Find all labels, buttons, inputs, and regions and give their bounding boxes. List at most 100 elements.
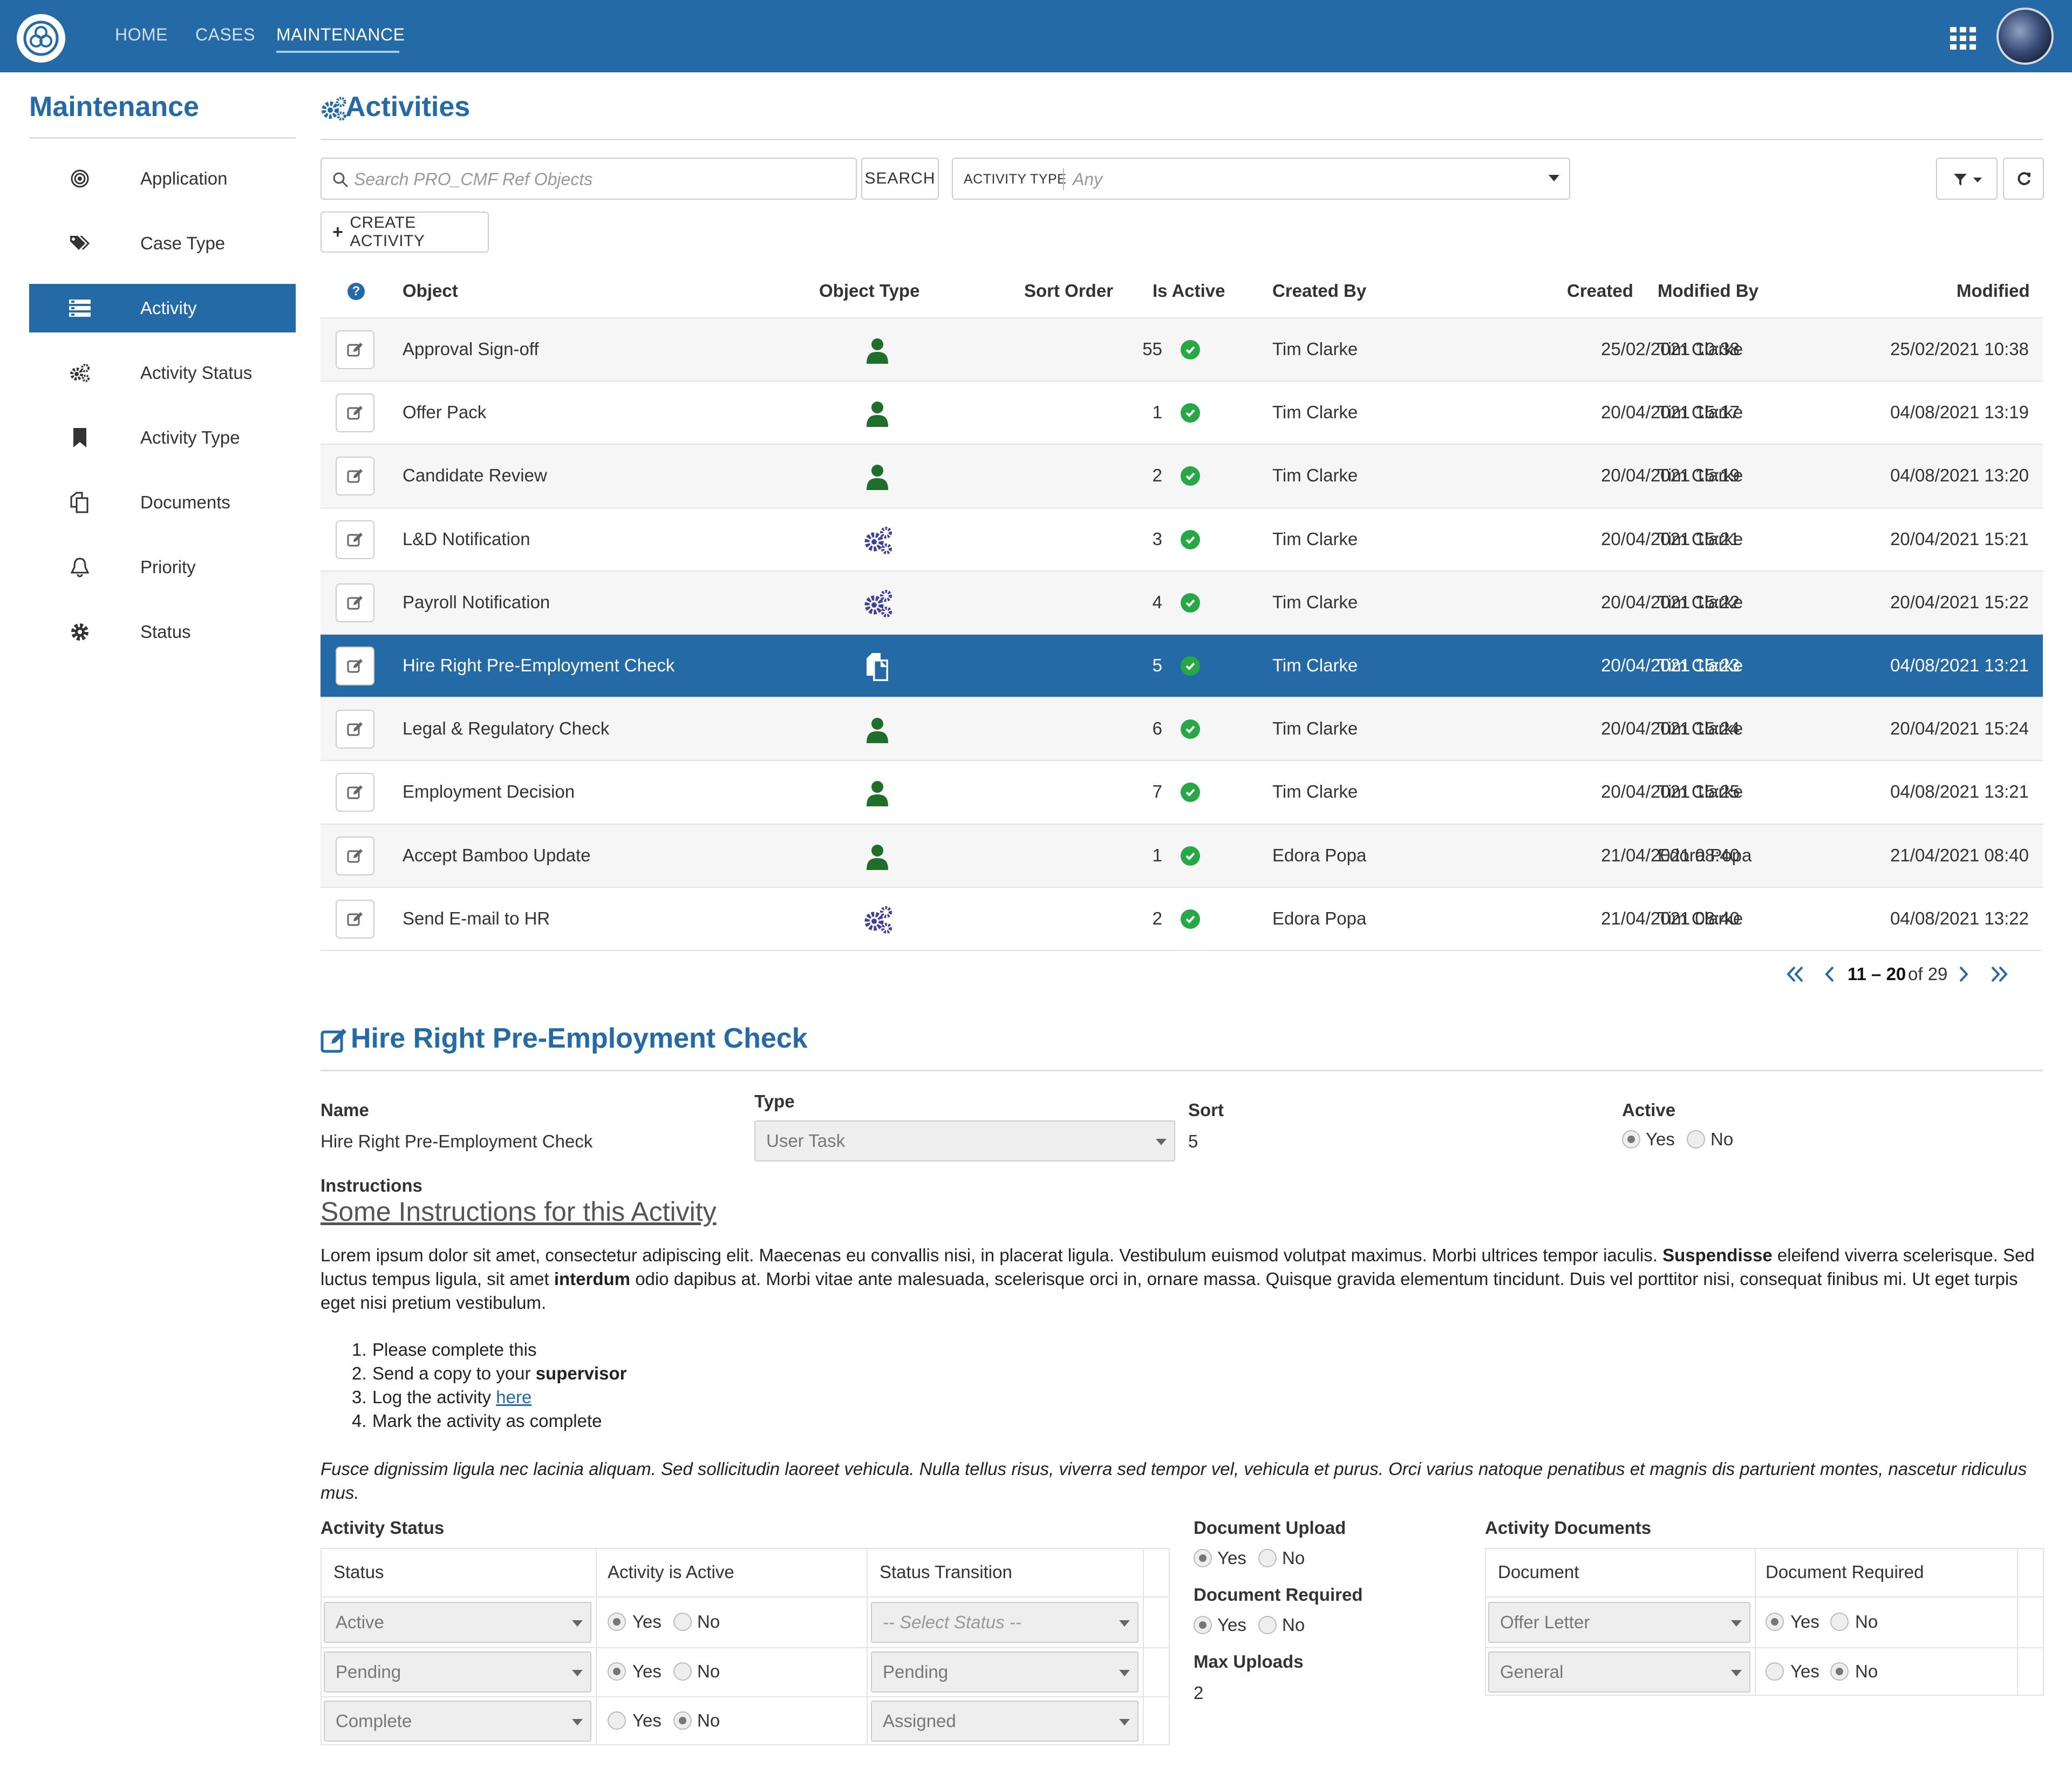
last-page-icon[interactable]: [1990, 965, 2008, 983]
table-row[interactable]: Employment Decision 7 Tim Clarke 20/04/2021…: [321, 760, 2043, 823]
active-check-icon: [1181, 593, 1200, 613]
table-row[interactable]: Candidate Review 2 Tim Clarke 20/04/2021 15…: [321, 444, 2043, 507]
app-logo[interactable]: [17, 14, 65, 63]
document-required-no-radio[interactable]: [1258, 1616, 1277, 1634]
user-avatar[interactable]: [1996, 8, 2054, 65]
sort-order: 55: [1142, 339, 1162, 359]
next-page-icon[interactable]: [1958, 965, 1969, 983]
edit-button[interactable]: [336, 773, 374, 812]
help-icon[interactable]: ?: [347, 283, 365, 300]
here-link[interactable]: here: [496, 1387, 532, 1407]
edit-button[interactable]: [336, 393, 374, 433]
status-transition-select[interactable]: Assigned: [871, 1701, 1139, 1742]
table-row[interactable]: Accept Bamboo Update 1 Edora Popa 21/04/202…: [321, 823, 2043, 887]
table-row[interactable]: Payroll Notification 4 Tim Clarke 20/04/202…: [321, 570, 2043, 634]
document-required-no-radio[interactable]: [1830, 1613, 1849, 1631]
column-header-created[interactable]: Created: [1567, 281, 1633, 301]
search-input[interactable]: Search PRO_CMF Ref Objects: [321, 158, 857, 200]
activity-type-select[interactable]: ACTIVITY TYPE Any: [952, 158, 1570, 200]
sidebar-item-status[interactable]: Status: [29, 608, 296, 656]
divider: [1485, 1647, 2044, 1648]
edit-button[interactable]: [336, 899, 374, 939]
text: luctus tempus ligula, sit amet: [321, 1269, 549, 1289]
active-check-icon: [1181, 529, 1200, 549]
sort-value: 5: [1188, 1131, 1198, 1151]
active-check-icon: [1181, 719, 1200, 739]
activity-active-no-radio[interactable]: [673, 1662, 692, 1681]
created-by: Tim Clarke: [1272, 781, 1358, 802]
document-select[interactable]: Offer Letter: [1488, 1602, 1750, 1643]
modified-date: 25/02/2021 10:38: [1890, 339, 2029, 359]
column-header-object-type[interactable]: Object Type: [819, 281, 920, 301]
edit-button[interactable]: [336, 647, 374, 685]
document-upload-yes-radio[interactable]: [1194, 1549, 1212, 1567]
nav-maintenance[interactable]: MAINTENANCE: [276, 25, 405, 44]
edit-icon: [347, 785, 363, 799]
edit-button[interactable]: [336, 330, 374, 369]
modified-date: 20/04/2021 15:21: [1890, 528, 2029, 549]
table-row[interactable]: Hire Right Pre-Employment Check 5 Tim Clar…: [321, 634, 2043, 697]
sidebar-item-activity[interactable]: Activity: [29, 284, 296, 332]
column-header-object[interactable]: Object: [403, 281, 458, 301]
activity-active-yes-radio[interactable]: [608, 1662, 626, 1681]
sidebar-item-documents[interactable]: Documents: [29, 478, 296, 527]
activity-active-yes-radio[interactable]: [608, 1613, 626, 1631]
chevron-down-icon: [1119, 1620, 1130, 1627]
document-required-yes-radio[interactable]: [1766, 1662, 1784, 1681]
created-date: 20/04/2021 15:19: [1601, 465, 1740, 486]
sidebar-item-priority[interactable]: Priority: [29, 543, 296, 592]
status-select[interactable]: Active: [324, 1602, 591, 1643]
column-header-modified[interactable]: Modified: [1957, 281, 2030, 301]
document-required-yes-radio[interactable]: [1766, 1613, 1784, 1631]
status-select[interactable]: Complete: [324, 1701, 591, 1742]
apps-grid-icon[interactable]: [1950, 27, 1976, 50]
table-row[interactable]: Send E-mail to HR 2 Edora Popa 21/04/2021 0…: [321, 886, 2043, 950]
edit-button[interactable]: [336, 583, 374, 622]
document-upload-no-radio[interactable]: [1258, 1549, 1277, 1567]
edit-button[interactable]: [336, 836, 374, 875]
refresh-button[interactable]: [2003, 158, 2044, 200]
active-yes-radio[interactable]: [1622, 1130, 1640, 1148]
previous-page-icon[interactable]: [1824, 965, 1836, 983]
nav-home[interactable]: HOME: [115, 25, 168, 44]
edit-button[interactable]: [336, 520, 374, 559]
created-date: 21/04/2021 08:40: [1601, 845, 1740, 865]
instructions-footer: Fusce dignissim ligula nec lacinia aliqu…: [321, 1457, 2045, 1505]
edit-button[interactable]: [336, 457, 374, 496]
column-header-created-by[interactable]: Created By: [1272, 281, 1367, 301]
sidebar-item-activity-type[interactable]: Activity Type: [29, 413, 296, 462]
nav-cases[interactable]: CASES: [195, 25, 255, 44]
document-required-no-radio[interactable]: [1830, 1662, 1849, 1681]
sidebar-item-application[interactable]: Application: [29, 154, 296, 203]
chevron-down-icon: [1156, 1139, 1167, 1145]
status-transition-select[interactable]: -- Select Status --: [871, 1602, 1139, 1643]
search-button[interactable]: SEARCH: [861, 158, 939, 200]
first-page-icon[interactable]: [1786, 965, 1804, 983]
column-header-is-active[interactable]: Is Active: [1153, 281, 1225, 301]
table-row[interactable]: Legal & Regulatory Check 6 Tim Clarke 20/04…: [321, 697, 2043, 760]
activity-active-yes-radio[interactable]: [608, 1711, 626, 1730]
active-check-icon: [1181, 909, 1200, 929]
create-activity-button[interactable]: + CREATE ACTIVITY: [321, 212, 489, 253]
table-row[interactable]: L&D Notification 3 Tim Clarke 20/04/2021 15…: [321, 507, 2043, 570]
column-header-modified-by[interactable]: Modified By: [1658, 281, 1759, 301]
edit-button[interactable]: [336, 710, 374, 749]
created-by: Tim Clarke: [1272, 402, 1358, 423]
filter-button[interactable]: [1936, 158, 1998, 200]
active-no-radio[interactable]: [1687, 1130, 1705, 1148]
sidebar-item-label: Activity Status: [140, 363, 253, 383]
status-transition-select[interactable]: Pending: [871, 1651, 1139, 1693]
list-item-number: 1.: [352, 1340, 367, 1360]
table-row[interactable]: Offer Pack 1 Tim Clarke 20/04/2021 15:17 Tim…: [321, 380, 2043, 444]
activity-active-no-radio[interactable]: [673, 1613, 692, 1631]
table-row[interactable]: Approval Sign-off 55 Tim Clarke 25/02/2021 …: [321, 317, 2043, 380]
document-required-yes-radio[interactable]: [1194, 1616, 1212, 1634]
object-type: [862, 526, 892, 556]
sidebar-item-activity-status[interactable]: Activity Status: [29, 349, 296, 397]
column-header-sort-order[interactable]: Sort Order: [1024, 281, 1114, 301]
document-select[interactable]: General: [1488, 1651, 1750, 1693]
sidebar-item-case-type[interactable]: Case Type: [29, 219, 296, 268]
type-select[interactable]: User Task: [754, 1120, 1175, 1161]
status-select[interactable]: Pending: [324, 1651, 591, 1693]
activity-active-no-radio[interactable]: [673, 1711, 692, 1730]
